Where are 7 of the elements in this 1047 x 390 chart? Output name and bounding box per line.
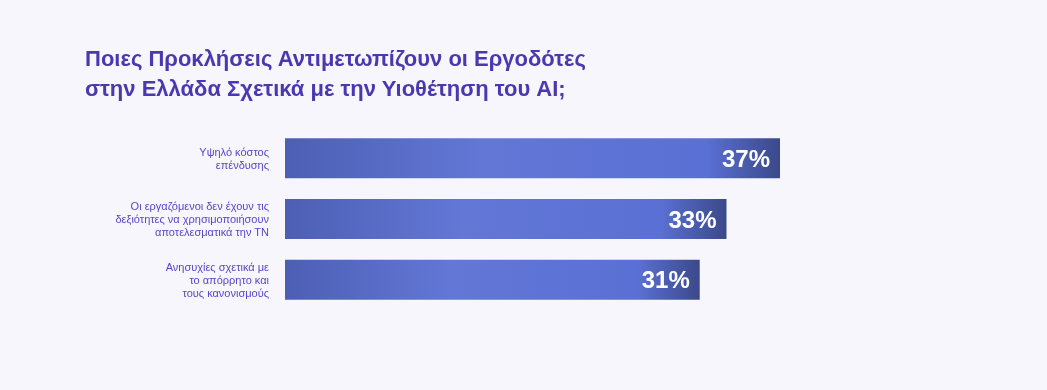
chart-title: Ποιες Προκλήσεις Αντιμετωπίζουν οι Εργοδότες στην Ελλάδα Σχετικά με την Υιοθέτηση του AI; (85, 45, 586, 101)
y-tick-label: Υψηλό κόστος επένδυσης (199, 145, 269, 171)
data-label: 37% (721, 144, 770, 172)
y-tick-label: Οι εργαζόμενοι δεν έχουν τις δεξιότητες να χρησιμοποιήσουν αποτελεσματικά την ΤΝ (115, 200, 270, 238)
y-tick-label: Ανησυχίες σχετικά με το απόρρητο και τους κανονισμούς (165, 260, 270, 299)
data-label: 31% (641, 266, 690, 294)
data-label: 33% (668, 205, 717, 233)
